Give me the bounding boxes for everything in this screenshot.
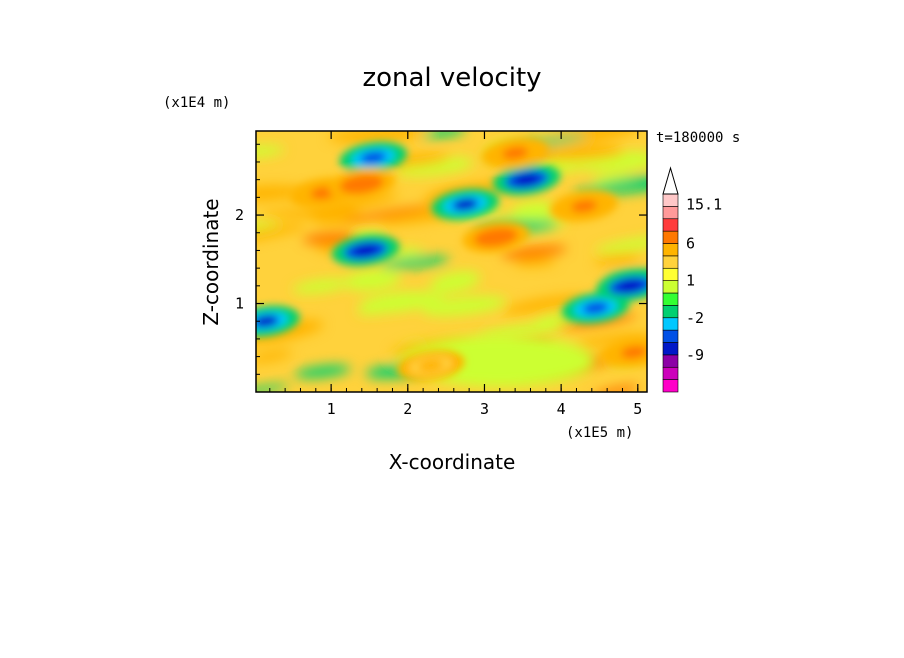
colorbar-swatch [662, 342, 679, 356]
y-unit-label: (x1E4 m) [163, 95, 230, 111]
plot-frame [255, 130, 648, 393]
field-cell-core [502, 146, 529, 160]
field-cell-core [452, 198, 479, 211]
colorbar-swatch [662, 366, 679, 380]
x-tick-label: 2 [403, 400, 412, 418]
field-band [514, 257, 557, 267]
field-cell-core [348, 177, 375, 191]
colorbar-label: -9 [686, 346, 704, 364]
colorbar-max-arrow [662, 166, 679, 195]
field-band [501, 245, 568, 259]
colorbar-swatch [662, 292, 679, 306]
colorbar-swatch [662, 193, 679, 207]
colorbar-label: 1 [686, 272, 695, 290]
field-band [421, 131, 466, 139]
colorbar-swatch [662, 317, 679, 331]
field-cell-core [483, 230, 509, 244]
time-label: t=180000 s [656, 130, 740, 146]
colorbar-swatch [662, 243, 679, 257]
field-cell-core [513, 173, 540, 186]
field-cells [256, 137, 647, 382]
field-band [328, 131, 428, 143]
x-tick-label: 1 [327, 400, 336, 418]
field-cell-core [417, 359, 444, 372]
field-cell-core [360, 151, 387, 164]
field-band [530, 145, 626, 161]
colorbar-swatch [662, 280, 679, 294]
colorbar-label: -2 [686, 309, 704, 327]
field-band [343, 270, 402, 291]
field-band [359, 291, 439, 313]
x-tick-label: 5 [633, 400, 642, 418]
colorbar-swatch [662, 379, 679, 393]
field-cell-core [352, 244, 379, 257]
field-band [421, 296, 507, 316]
field-cell-core [621, 345, 647, 359]
x-axis-title: X-coordinate [389, 450, 516, 474]
field-band [575, 333, 647, 347]
x-axis-ticks: 1 2 3 4 5 [269, 131, 642, 418]
field-band [256, 223, 308, 245]
velocity-field [256, 131, 647, 392]
colorbar: 15.1 6 1 -2 -9 [662, 166, 722, 393]
colorbar-label: 6 [686, 235, 695, 253]
y-tick-label: 2 [235, 206, 244, 224]
colorbar-swatch [662, 218, 679, 232]
field-band [256, 185, 304, 201]
field-cell-core [256, 315, 279, 328]
field-band [256, 384, 290, 392]
field-band [592, 175, 647, 191]
field-cell-core [617, 279, 644, 293]
field-band [478, 321, 571, 339]
field-band [511, 201, 555, 219]
chart-title: zonal velocity [362, 63, 541, 93]
colorbar-swatch [662, 255, 679, 269]
field-band [294, 365, 351, 379]
field-cell-core [582, 301, 609, 315]
x-tick-label: 4 [557, 400, 566, 418]
field-band [594, 253, 642, 265]
field-band [502, 295, 585, 314]
colorbar-swatch [662, 354, 679, 368]
y-tick-label: 1 [235, 295, 244, 313]
x-tick-label: 3 [480, 400, 489, 418]
field-band [256, 350, 293, 363]
field-cell-core [571, 199, 598, 213]
field-band [302, 232, 357, 245]
colorbar-swatch [662, 305, 679, 319]
colorbar-swatch [662, 329, 679, 343]
colorbar-swatch [662, 206, 679, 220]
y-axis-ticks: 12 [235, 143, 647, 375]
x-unit-label: (x1E5 m) [566, 425, 633, 441]
colorbar-swatch [662, 230, 679, 244]
field-band [292, 278, 349, 294]
y-axis-title: Z-coordinate [199, 198, 223, 325]
colorbar-swatch [662, 267, 679, 281]
colorbar-label: 15.1 [686, 195, 722, 213]
field-band [380, 256, 450, 269]
field-band [594, 235, 647, 254]
field-band [429, 271, 481, 293]
field-band [342, 205, 434, 222]
